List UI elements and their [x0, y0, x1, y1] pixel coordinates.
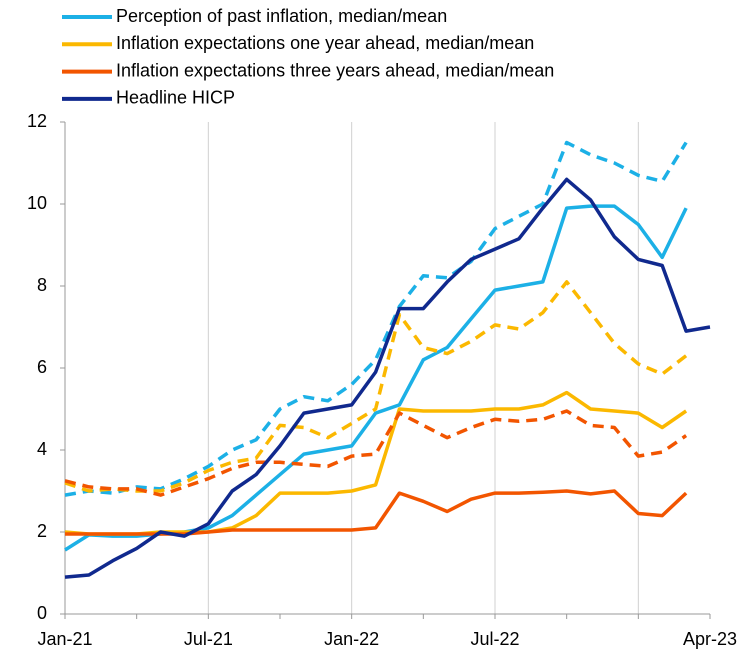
mean-line: [64, 280, 688, 493]
legend-label: Perception of past inflation, median/mea…: [116, 6, 447, 26]
y-tick-label: 4: [37, 439, 47, 459]
legend-label: Inflation expectations three years ahead…: [116, 60, 554, 80]
x-tick-label: Jan-22: [324, 629, 379, 649]
x-tick-label: Jul-22: [470, 629, 519, 649]
y-tick-label: 12: [27, 111, 47, 131]
mean-line: [64, 409, 688, 497]
mean-line: [64, 140, 688, 497]
y-tick-label: 2: [37, 521, 47, 541]
y-tick-label: 0: [37, 603, 47, 623]
median-line: [64, 204, 688, 552]
median-line: [64, 177, 711, 579]
y-tick-label: 8: [37, 275, 47, 295]
median-line: [65, 489, 688, 536]
y-tick-label: 10: [27, 193, 47, 213]
legend-label: Inflation expectations one year ahead, m…: [116, 33, 534, 53]
x-tick-label: Jul-21: [184, 629, 233, 649]
y-tick-label: 6: [37, 357, 47, 377]
legend-label: Headline HICP: [116, 88, 235, 108]
x-tick-label: Apr-23: [683, 629, 737, 649]
x-tick-label: Jan-21: [37, 629, 92, 649]
